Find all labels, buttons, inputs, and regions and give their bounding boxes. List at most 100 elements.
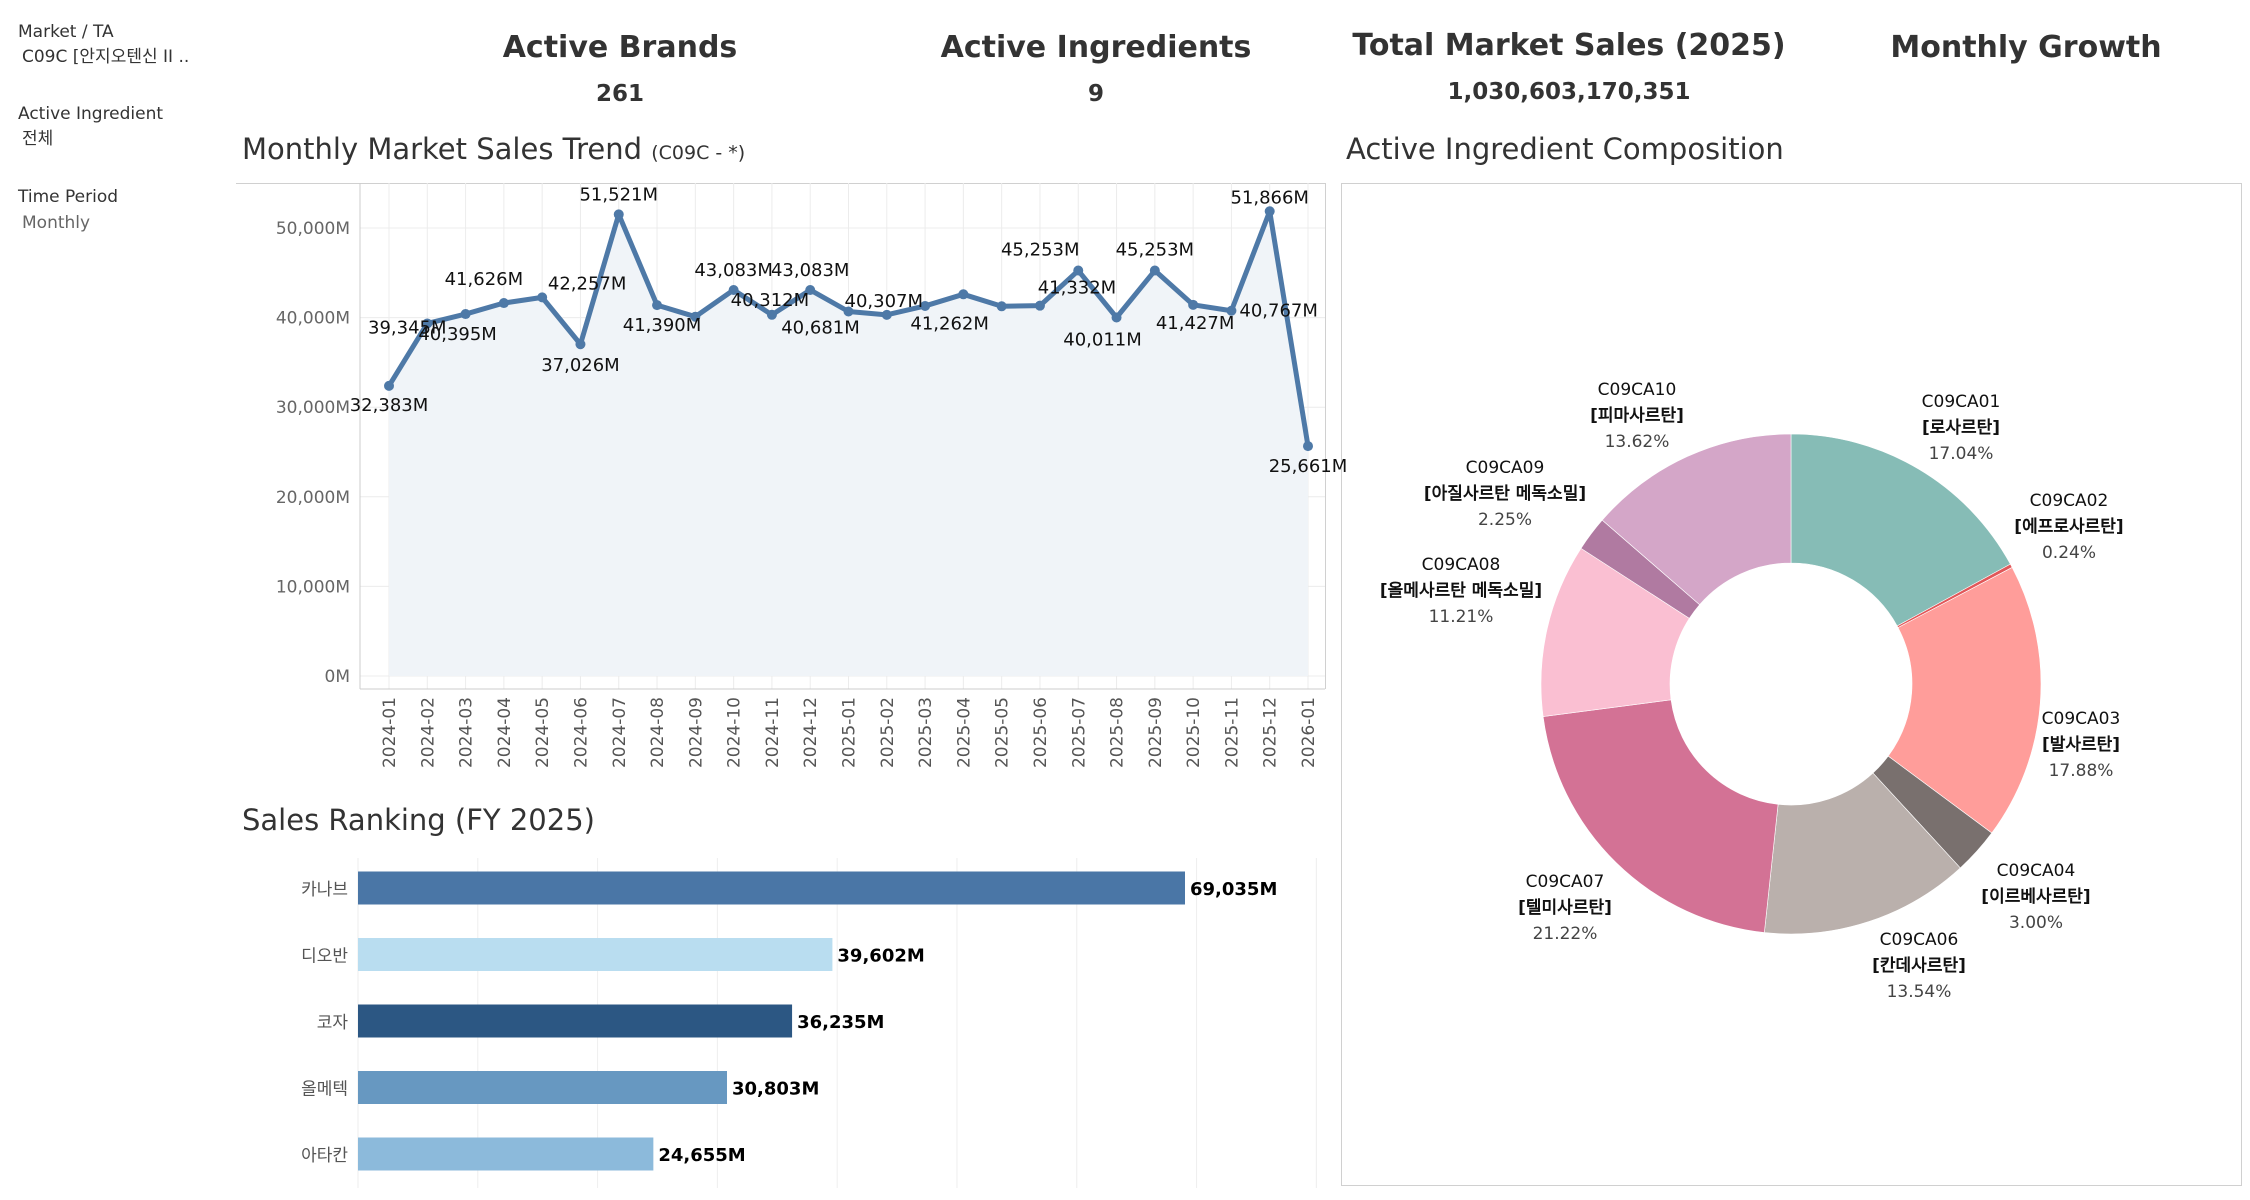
bar-value-label: 69,035M [1190, 879, 1277, 900]
filter-active-ingredient[interactable]: Active Ingredient 전체 [18, 104, 163, 149]
bar[interactable] [358, 1137, 654, 1171]
slice-code: C09CA07 [1525, 872, 1605, 892]
data-point[interactable] [537, 292, 548, 303]
donut-slice[interactable] [1887, 567, 2042, 834]
data-label: 45,253M [1001, 240, 1080, 261]
x-tick-label: 2025-05 [993, 697, 1013, 768]
filter-label: Market / TA [18, 22, 114, 42]
filter-value[interactable]: Monthly [22, 213, 91, 233]
data-point[interactable] [1149, 265, 1160, 276]
data-point[interactable] [613, 209, 624, 220]
slice-percent: 11.21% [1428, 607, 1494, 627]
data-point[interactable] [498, 298, 509, 309]
data-label: 40,395M [418, 324, 497, 345]
data-point[interactable] [690, 311, 701, 322]
slice-percent: 21.22% [1532, 924, 1598, 944]
data-point[interactable] [766, 309, 777, 320]
x-tick-label: 2024-10 [725, 697, 745, 768]
filter-market-ta[interactable]: Market / TA C09C [안지오텐신 II .. [18, 22, 189, 67]
data-point[interactable] [1073, 265, 1084, 276]
filter-value[interactable]: 전체 [22, 129, 54, 149]
data-point[interactable] [460, 309, 471, 320]
data-label: 43,083M [694, 260, 773, 281]
donut-slice[interactable] [1764, 772, 1961, 935]
filter-time-period[interactable]: Time Period Monthly [18, 187, 118, 233]
bar[interactable] [358, 1004, 793, 1038]
data-point[interactable] [422, 318, 433, 329]
donut-slice[interactable] [1601, 433, 1792, 606]
slice-percent: 17.04% [1928, 444, 1994, 464]
data-label: 42,257M [548, 273, 627, 294]
filter-label: Active Ingredient [18, 104, 164, 124]
data-point[interactable] [652, 300, 663, 311]
slice-percent: 0.24% [2041, 543, 2097, 563]
trend-title: Monthly Market Sales Trend (C09C - *) [242, 132, 745, 166]
donut-label: C09CA08 [올메사르탄 메독소밀] 11.21% [1380, 552, 1542, 630]
data-label: 45,253M [1116, 240, 1195, 261]
data-label: 40,681M [781, 317, 860, 338]
y-tick-label: 30,000M [276, 398, 350, 418]
data-point[interactable] [843, 306, 854, 317]
x-tick-label: 2024-06 [571, 697, 591, 768]
x-tick-label: 2024-04 [495, 697, 515, 768]
donut-slice[interactable] [1542, 699, 1779, 933]
slice-code: C09CA03 [2041, 709, 2121, 729]
bar[interactable] [358, 938, 833, 971]
data-point[interactable] [1188, 299, 1199, 310]
data-point[interactable] [958, 289, 969, 300]
data-point[interactable] [1303, 441, 1313, 452]
data-label: 41,626M [445, 269, 524, 290]
bar-value-label: 30,803M [732, 1079, 819, 1100]
data-label: 37,026M [541, 355, 620, 376]
data-label: 41,390M [623, 315, 702, 336]
data-point[interactable] [805, 284, 816, 295]
y-tick-label: 20,000M [276, 488, 350, 508]
x-tick-label: 2024-05 [533, 697, 553, 768]
data-point[interactable] [728, 284, 739, 295]
data-label: 40,011M [1063, 330, 1142, 351]
kpi-title: Active Ingredients [940, 30, 1252, 65]
x-tick-label: 2024-09 [686, 697, 706, 768]
bar[interactable] [358, 1071, 728, 1104]
data-point[interactable] [996, 301, 1007, 312]
filter-value[interactable]: C09C [안지오텐신 II .. [22, 47, 190, 67]
donut-label: C09CA10 [피마사르탄] 13.62% [1590, 377, 1684, 455]
donut-slice[interactable] [1790, 433, 2011, 627]
data-point[interactable] [575, 339, 586, 350]
data-point[interactable] [1034, 300, 1045, 311]
kpi-title: Total Market Sales (2025) [1352, 28, 1786, 63]
x-tick-label: 2025-07 [1069, 697, 1089, 768]
y-tick-label: 50,000M [276, 219, 350, 239]
data-label: 32,383M [350, 395, 429, 416]
data-label: 43,083M [771, 260, 850, 281]
x-tick-label: 2024-08 [648, 697, 668, 768]
x-tick-label: 2025-04 [954, 697, 974, 768]
x-tick-label: 2024-01 [380, 697, 400, 768]
donut-label: C09CA03 [발사르탄] 17.88% [2042, 706, 2121, 784]
x-tick-label: 2025-08 [1108, 697, 1128, 768]
x-tick-label: 2024-02 [418, 697, 438, 768]
x-tick-label: 2025-01 [840, 697, 860, 768]
donut-label: C09CA02 [에프로사르탄] 0.24% [2014, 488, 2123, 566]
slice-percent: 13.62% [1604, 432, 1670, 452]
kpi-total-market-sales: Total Market Sales (2025) 1,030,603,170,… [1352, 28, 1785, 107]
data-point[interactable] [881, 309, 892, 320]
data-point[interactable] [920, 300, 931, 311]
data-label: 40,307M [845, 291, 924, 312]
x-tick-label: 2025-03 [916, 697, 936, 768]
composition-chart-frame [1341, 183, 2242, 1186]
trend-chart-frame [236, 183, 1326, 689]
data-point[interactable] [384, 380, 394, 391]
bar[interactable] [358, 871, 1185, 905]
bar-value-label: 36,235M [797, 1012, 884, 1033]
kpi-monthly-growth: Monthly Growth [1890, 30, 2161, 109]
data-point[interactable] [1111, 312, 1122, 323]
slice-code: C09CA08 [1421, 555, 1501, 575]
data-point[interactable] [1264, 206, 1275, 217]
data-label: 41,427M [1156, 313, 1235, 334]
slice-percent: 13.54% [1886, 982, 1952, 1002]
data-point[interactable] [1226, 305, 1237, 316]
data-label: 51,866M [1230, 187, 1309, 208]
data-label: 40,767M [1239, 301, 1318, 322]
x-tick-label: 2024-11 [763, 697, 783, 768]
